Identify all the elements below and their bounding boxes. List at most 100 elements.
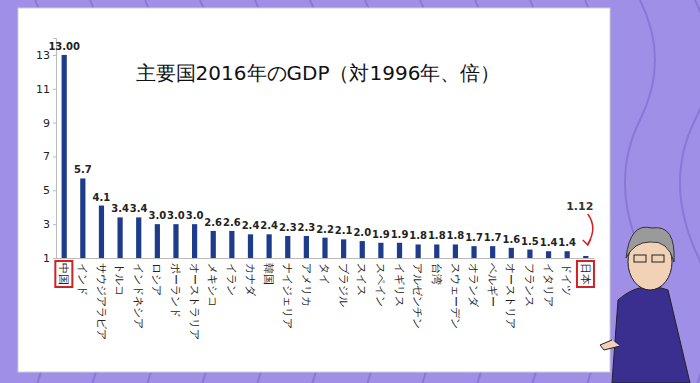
bar xyxy=(509,248,514,258)
x-tick: オランダ xyxy=(467,263,480,308)
bar xyxy=(583,256,588,258)
background-curve xyxy=(680,0,700,383)
data-label: 2.2 xyxy=(316,224,334,235)
y-tick-mark xyxy=(53,123,56,124)
data-label: 2.3 xyxy=(298,222,316,233)
x-tick-label: ポーランド xyxy=(169,263,182,318)
bar xyxy=(453,244,458,258)
bar xyxy=(434,244,439,258)
y-tick-label: 9 xyxy=(43,117,50,130)
data-label: 2.4 xyxy=(260,220,278,231)
x-tick: メキシコ xyxy=(206,263,219,307)
data-label: 3.0 xyxy=(148,210,166,221)
data-label: 1.8 xyxy=(409,230,427,241)
x-tick: スペイン xyxy=(374,263,387,307)
y-tick-mark xyxy=(53,224,56,225)
bar xyxy=(546,251,551,258)
highlight-box xyxy=(577,261,594,287)
presenter-glasses xyxy=(634,255,646,262)
background-decoration xyxy=(0,0,700,383)
bar xyxy=(565,251,570,258)
x-tick: イタリア xyxy=(542,263,555,307)
x-tick-label: スペイン xyxy=(374,263,387,307)
data-label: 1.9 xyxy=(372,229,390,240)
x-tick-label: タイ xyxy=(318,263,331,285)
y-tick: 7 xyxy=(43,150,56,163)
x-tick-label: サウジアラビア xyxy=(95,263,108,340)
bar xyxy=(267,234,272,258)
x-tick: ロシア xyxy=(150,263,163,296)
y-tick-mark xyxy=(53,55,56,56)
bar xyxy=(416,244,421,258)
x-tick: カナダ xyxy=(244,263,257,297)
y-tick: 1 xyxy=(43,252,56,265)
x-tick: インドネシア xyxy=(132,263,145,329)
bar xyxy=(99,206,104,258)
bar xyxy=(136,217,141,258)
x-tick-label: スウェーデン xyxy=(449,263,462,329)
x-tick-label: イタリア xyxy=(542,263,555,307)
x-tick-label: ドイツ xyxy=(560,263,573,296)
bar xyxy=(471,246,476,258)
bar xyxy=(360,241,365,258)
x-tick: ブラジル xyxy=(337,263,350,307)
presenter-figure xyxy=(600,227,690,383)
x-tick: 韓国 xyxy=(262,263,275,285)
presenter-hand xyxy=(600,340,620,350)
x-tick: スウェーデン xyxy=(449,263,462,329)
x-tick: サウジアラビア xyxy=(95,263,108,340)
y-tick-label: 5 xyxy=(43,184,50,197)
x-tick: イギリス xyxy=(393,263,406,307)
data-label: 1.5 xyxy=(521,236,539,247)
bar xyxy=(248,234,253,258)
x-tick-label: イラン xyxy=(225,263,238,296)
data-label: 1.8 xyxy=(428,230,446,241)
x-tick-label: フランス xyxy=(523,263,536,307)
annotation-arrowhead xyxy=(583,239,591,245)
x-tick: ドイツ xyxy=(560,263,573,296)
x-tick: アルゼンチン xyxy=(411,263,424,329)
x-tick: アメリカ xyxy=(300,263,313,307)
data-label: 1.7 xyxy=(465,232,483,243)
data-label: 1.6 xyxy=(502,234,520,245)
presenter-glasses xyxy=(652,255,664,262)
x-tick-label: カナダ xyxy=(244,263,257,297)
x-tick-label: インドネシア xyxy=(132,263,145,329)
x-tick-label: オーストリア xyxy=(504,263,517,329)
y-tick-mark xyxy=(53,190,56,191)
x-tick-label: ロシア xyxy=(150,263,163,296)
bar xyxy=(527,250,532,258)
x-tick-label: ナイジェリア xyxy=(281,263,294,329)
x-tick: オーストリア xyxy=(504,263,517,329)
data-label: 3.0 xyxy=(186,210,204,221)
data-label: 1.7 xyxy=(484,232,502,243)
data-label: 1.8 xyxy=(447,230,465,241)
y-tick: 9 xyxy=(43,117,56,130)
highlight-box xyxy=(55,261,72,287)
data-label: 5.7 xyxy=(74,164,92,175)
bar xyxy=(378,243,383,258)
bar xyxy=(341,239,346,258)
x-tick-label: 中国 xyxy=(57,263,70,285)
x-tick: ベルギー xyxy=(486,263,499,307)
x-tick: タイ xyxy=(318,263,331,285)
bar xyxy=(117,217,122,258)
data-label: 3.4 xyxy=(111,203,129,214)
x-axis: 中国インドサウジアラビアトルコインドネシアロシアポーランドオーストラリアメキシコ… xyxy=(55,259,594,341)
data-label: 13.00 xyxy=(48,41,80,52)
y-tick: 3 xyxy=(43,218,56,231)
x-tick-label: アメリカ xyxy=(300,263,313,307)
x-tick-label: オランダ xyxy=(467,263,480,308)
x-tick-label: メキシコ xyxy=(206,263,219,307)
data-label: 2.1 xyxy=(335,225,353,236)
x-tick-label: スイス xyxy=(355,263,368,296)
data-label: 4.1 xyxy=(93,192,111,203)
x-tick-label: 台湾 xyxy=(430,263,443,285)
y-axis-line xyxy=(53,39,57,259)
bar xyxy=(304,236,309,258)
x-tick-label: ベルギー xyxy=(486,263,499,307)
y-tick-label: 3 xyxy=(43,218,50,231)
bar xyxy=(211,231,216,258)
y-axis: 135791113 xyxy=(36,39,57,266)
chart-panel xyxy=(18,8,610,372)
